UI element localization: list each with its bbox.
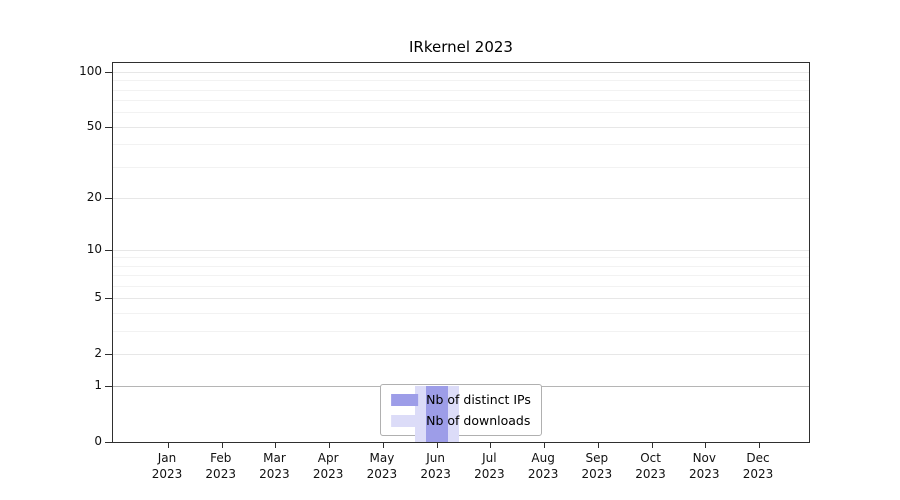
gridline-minor [113,285,809,287]
legend-item-distinct-ips: Nb of distinct IPs [391,392,531,407]
y-tick-mark [105,442,112,443]
bar-jun-distinct-ips [425,386,448,442]
gridline-minor [113,80,809,82]
gridline-major [113,197,809,199]
chart-title: IRkernel 2023 [409,38,513,56]
gridline-minor [113,257,809,259]
x-tick-label: Jul 2023 [449,450,529,482]
x-tick-year: 2023 [312,467,344,481]
y-tick-label: 10 [86,241,102,256]
legend: Nb of distinct IPs Nb of downloads [380,384,542,436]
x-tick-month: Aug [531,451,555,465]
x-tick-mark [382,443,384,448]
x-tick-mark [651,443,653,448]
y-tick-label: 0 [94,434,102,448]
legend-item-downloads: Nb of downloads [391,413,531,428]
x-tick-label: Nov 2023 [664,450,744,482]
x-tick-mark [221,443,223,448]
y-tick-mark [105,386,112,388]
y-tick-mark [105,298,112,300]
x-tick-month: Apr [317,451,339,465]
x-tick-label: Oct 2023 [611,450,691,482]
x-tick-year: 2023 [742,467,774,481]
legend-swatch-downloads-icon [391,414,419,427]
x-tick-mark [544,443,546,448]
y-tick-mark [105,249,112,251]
y-tick-mark [105,126,112,128]
x-tick-label: Sep 2023 [557,450,637,482]
plot-area: Nb of distinct IPs Nb of downloads [105,62,810,448]
legend-swatch-distinct-ips-icon [391,393,419,406]
legend-frame [380,384,542,436]
x-tick-mark [597,443,599,448]
x-tick-month: Jul [482,451,497,465]
gridline-minor [113,89,809,91]
y-tick-label: 100 [79,64,102,78]
gridline-minor [113,275,809,277]
x-tick-month: Sep [585,451,609,465]
gridline-major [113,298,809,300]
x-tick-mark [436,443,438,448]
x-tick-mark [759,443,761,448]
gridline-minor [113,166,809,168]
gridline-major [113,353,809,355]
y-tick-label: 5 [94,290,102,305]
x-tick-mark [490,443,492,448]
gridline-minor [113,112,809,114]
gridline-major [113,249,809,251]
y-tick-label: 50 [86,118,102,133]
legend-label-distinct-ips: Nb of distinct IPs [426,392,531,407]
x-tick-year: 2023 [366,467,398,481]
gridline-minor [113,265,809,267]
x-tick-month: May [369,451,395,465]
x-tick-year: 2023 [635,467,666,481]
x-tick-month: Dec [746,451,770,465]
x-tick-year: 2023 [474,467,505,481]
legend-label-downloads: Nb of downloads [426,413,531,428]
x-tick-label: Aug 2023 [503,450,583,482]
x-tick-label: Apr 2023 [288,450,368,482]
x-tick-year: 2023 [689,467,720,481]
y-tick-label: 20 [86,189,102,204]
gridline-minor [113,144,809,146]
gridline-minor [113,312,809,314]
x-tick-year: 2023 [151,467,183,481]
x-tick-year: 2023 [420,467,451,481]
y-tick-mark [105,353,112,355]
x-tick-month: Jun [426,451,445,465]
x-tick-year: 2023 [205,467,236,481]
x-tick-mark [167,443,169,448]
gridline-major [113,126,809,128]
x-tick-month: Nov [692,451,716,465]
x-tick-label: May 2023 [342,450,422,482]
x-tick-month: Mar [263,451,286,465]
y-tick-label: 1 [94,378,102,393]
x-tick-month: Oct [640,451,661,465]
x-tick-month: Feb [210,451,232,465]
x-tick-label: Dec 2023 [718,450,798,482]
y-tick-label: 2 [94,345,102,360]
y-tick-mark [105,197,112,199]
x-tick-year: 2023 [581,467,613,481]
x-tick-year: 2023 [527,467,559,481]
x-tick-label: Jan 2023 [127,450,207,482]
x-tick-year: 2023 [259,467,290,481]
x-tick-mark [705,443,707,448]
gridline-major [113,72,809,73]
gridline-minor [113,100,809,102]
gridline-minor [113,330,809,332]
x-tick-month: Jan [157,451,177,465]
x-tick-mark [329,443,331,448]
x-tick-label: Jun 2023 [396,450,476,482]
x-tick-mark [275,443,277,448]
y-tick-mark [105,72,112,73]
x-tick-label: Feb 2023 [181,450,261,482]
x-tick-label: Mar 2023 [234,450,314,482]
